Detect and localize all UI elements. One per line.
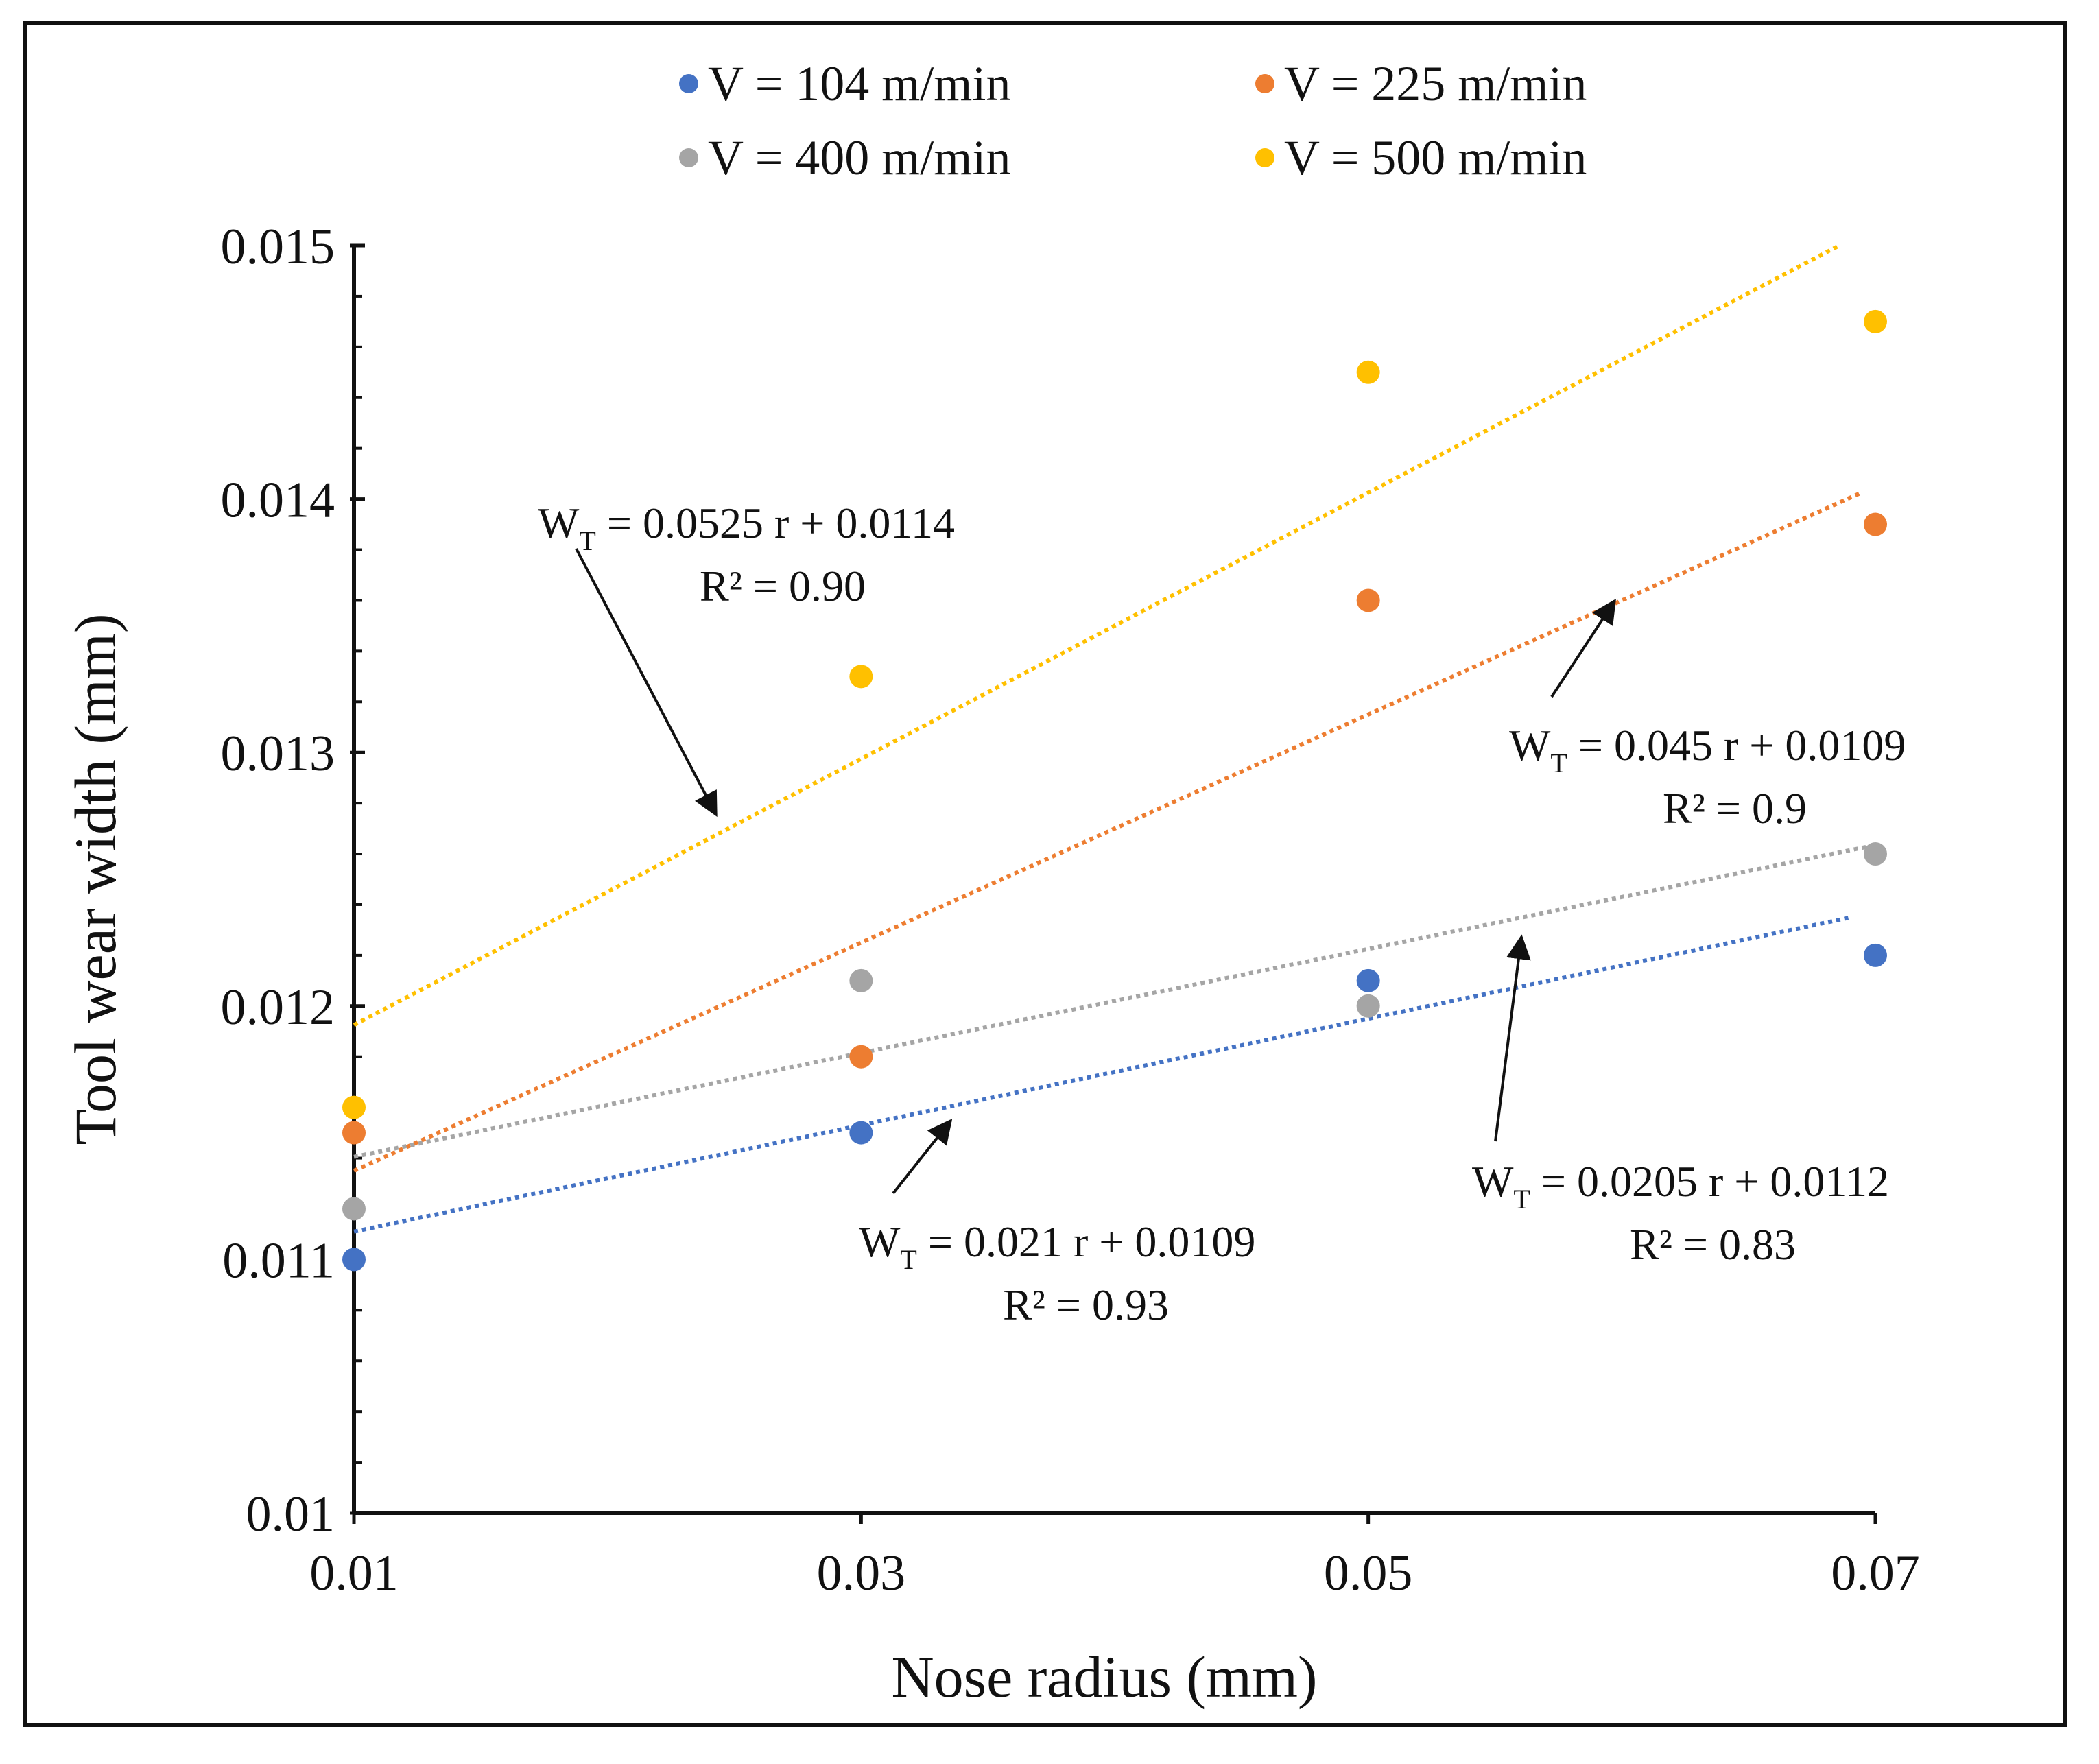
data-point-series-1: [1864, 943, 1887, 967]
y-tick-label: 0.01: [246, 1486, 335, 1542]
trendline-series-3: [353, 843, 1876, 1159]
data-point-series-1: [1356, 968, 1380, 992]
legend-marker-series-1: [679, 74, 698, 93]
y-tick-label: 0.011: [222, 1232, 335, 1289]
data-point-series-4: [849, 665, 873, 689]
arrow-series-3: [1494, 934, 1531, 1142]
x-tick-label: 0.01: [309, 1545, 399, 1601]
x-tick-label: 0.03: [817, 1545, 906, 1601]
legend-marker-series-2: [1255, 74, 1274, 93]
legend-label-series-2: V = 225 m/min: [1284, 56, 1587, 111]
legend-marker-series-4: [1255, 148, 1274, 167]
equation-label-series-2: WT = 0.045 r + 0.0109 R² = 0.9: [1509, 721, 1906, 833]
data-point-series-4: [342, 1095, 366, 1119]
legend-item-series-2: V = 225 m/min: [1255, 56, 1587, 111]
equation-label-series-4: WT = 0.0525 r + 0.0114 R² = 0.90: [538, 499, 955, 610]
legend-label-series-1: V = 104 m/min: [708, 56, 1010, 111]
data-point-series-3: [1864, 842, 1887, 866]
trendline-series-4: [353, 244, 1838, 1027]
chart-frame: [23, 21, 2067, 1727]
arrow-series-4: [575, 548, 718, 818]
equation-text-series-2: WT = 0.045 r + 0.0109: [1509, 721, 1906, 778]
legend-item-series-3: V = 400 m/min: [679, 130, 1010, 185]
data-point-series-1: [342, 1248, 366, 1272]
data-point-series-1: [849, 1121, 873, 1145]
equation-text-series-4: WT = 0.0525 r + 0.0114: [538, 499, 955, 556]
y-tick-label: 0.015: [221, 219, 335, 275]
data-point-series-2: [342, 1121, 366, 1145]
r-squared-series-4: R² = 0.90: [700, 562, 866, 610]
x-tick-label: 0.07: [1831, 1545, 1920, 1601]
data-point-series-3: [342, 1197, 366, 1221]
data-point-series-2: [849, 1045, 873, 1069]
arrow-series-2: [1550, 598, 1616, 698]
y-tick-label: 0.013: [221, 726, 335, 782]
r-squared-series-3: R² = 0.83: [1630, 1220, 1796, 1269]
data-point-series-3: [849, 968, 873, 992]
data-point-series-4: [1864, 309, 1887, 333]
trendline-series-2: [353, 490, 1864, 1173]
legend: V = 104 m/min V = 225 m/min V = 400 m/mi…: [679, 56, 1587, 185]
x-axis-ticks: 0.01 0.03 0.05 0.07: [309, 1513, 1920, 1601]
y-tick-label: 0.012: [221, 979, 335, 1036]
arrow-series-1: [892, 1119, 953, 1195]
equation-label-series-3: WT = 0.0205 r + 0.0112 R² = 0.83: [1472, 1157, 1889, 1269]
equation-text-series-1: WT = 0.021 r + 0.0109: [859, 1217, 1255, 1275]
legend-marker-series-3: [679, 148, 698, 167]
legend-label-series-3: V = 400 m/min: [708, 130, 1010, 185]
equation-label-series-1: WT = 0.021 r + 0.0109 R² = 0.93: [859, 1217, 1255, 1329]
data-point-series-3: [1356, 994, 1380, 1018]
x-axis-title: Nose radius (mm): [892, 1644, 1318, 1710]
data-point-series-4: [1356, 360, 1380, 384]
data-point-series-2: [1356, 588, 1380, 612]
data-points: [342, 309, 1887, 1272]
equation-text-series-3: WT = 0.0205 r + 0.0112: [1472, 1157, 1889, 1215]
legend-item-series-4: V = 500 m/min: [1255, 130, 1587, 185]
annotation-arrows: [575, 548, 1616, 1195]
y-axis-ticks: 0.01 0.011 0.012 0.013 0.014 0.015: [221, 219, 365, 1542]
data-point-series-2: [1864, 512, 1887, 536]
x-tick-label: 0.05: [1324, 1545, 1413, 1601]
r-squared-series-2: R² = 0.9: [1663, 784, 1807, 833]
legend-item-series-1: V = 104 m/min: [679, 56, 1010, 111]
r-squared-series-1: R² = 0.93: [1003, 1280, 1169, 1329]
y-tick-label: 0.014: [221, 473, 335, 529]
y-axis-title: Tool wear width (mm): [62, 614, 128, 1145]
legend-label-series-4: V = 500 m/min: [1284, 130, 1587, 185]
